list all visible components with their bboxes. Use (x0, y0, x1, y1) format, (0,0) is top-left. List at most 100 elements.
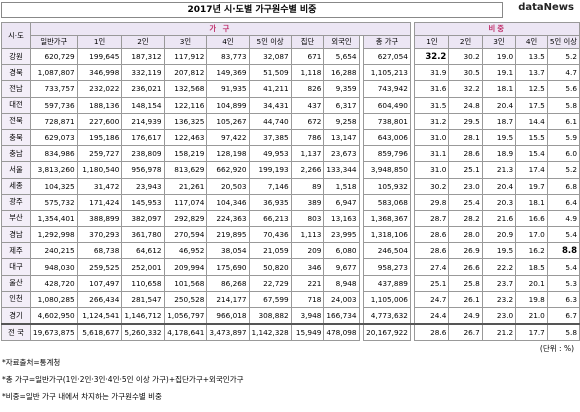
value-cell: 25.8 (448, 274, 483, 292)
value-cell: 20.4 (481, 96, 517, 114)
value-cell: 21,059 (248, 242, 292, 260)
value-cell: 23,995 (323, 226, 360, 244)
value-cell: 17.4 (515, 161, 548, 179)
value-cell: 149,369 (206, 64, 250, 82)
value-cell: 2,266 (290, 161, 325, 179)
region-cell: 경기 (1, 307, 31, 325)
value-cell: 3,473,897 (206, 323, 250, 342)
value-cell: 786 (290, 128, 325, 147)
value-cell: 122,116 (163, 96, 208, 114)
value-cell: 604,490 (363, 96, 411, 114)
value-cell: 166,734 (323, 307, 360, 325)
region-cell: 서울 (1, 161, 31, 179)
value-cell: 281,547 (121, 290, 165, 309)
value-cell: 26.6 (448, 258, 483, 276)
column-header: 3인 (163, 35, 208, 49)
value-cell: 7,146 (248, 177, 292, 195)
value-cell: 9,359 (323, 80, 360, 98)
value-cell: 662,920 (206, 161, 250, 179)
value-cell: 17.7 (515, 323, 548, 342)
value-cell: 346 (290, 258, 325, 276)
column-header: 집단 (290, 35, 325, 49)
value-cell: 44,740 (248, 112, 292, 130)
value-cell: 38,054 (206, 242, 250, 260)
row: 경남 1,292,998 370,293 361,780 270,594 219,895 7… (1, 226, 580, 244)
value-cell: 4,178,641 (163, 323, 208, 342)
region-cell: 전남 (1, 80, 31, 98)
value-cell: 224,363 (206, 209, 250, 228)
value-cell: 270,594 (163, 226, 208, 244)
value-cell: 4,602,950 (29, 307, 78, 325)
value-cell: 195,186 (76, 128, 123, 147)
region-cell: 제주 (1, 242, 31, 260)
value-cell: 19.7 (515, 177, 548, 195)
value-cell: 966,018 (206, 307, 250, 325)
value-cell: 20.3 (481, 193, 517, 211)
value-cell: 20,167,922 (363, 323, 411, 342)
value-cell: 175,690 (206, 258, 250, 276)
value-cell: 17.5 (515, 96, 548, 114)
value-cell: 21.3 (481, 161, 517, 179)
value-cell: 219,895 (206, 226, 250, 244)
note: *자료출처=통계청 (2, 358, 61, 367)
value-cell: 214,939 (121, 112, 165, 130)
column-header: 외국인 (323, 35, 360, 49)
column-header: 총 가구 (363, 35, 411, 49)
value-cell: 25.1 (414, 274, 450, 292)
value-cell: 18.7 (481, 112, 517, 130)
group-header: 가 구 (29, 22, 411, 36)
group-header: 비중 (414, 22, 580, 36)
value-cell: 728,871 (29, 112, 78, 130)
value-cell: 23.0 (448, 177, 483, 195)
value-cell: 5.4 (546, 258, 580, 276)
value-cell: 958,273 (363, 258, 411, 276)
value-cell: 31.0 (414, 161, 450, 179)
value-cell: 232,022 (76, 80, 123, 98)
column-header: 5인 이상 (546, 35, 580, 49)
value-cell: 15,949 (290, 323, 325, 342)
value-cell: 478,098 (323, 323, 360, 342)
value-cell: 105,932 (363, 177, 411, 195)
column-header: 일반가구 (29, 35, 78, 49)
row: 대전 597,736 188,136 148,154 122,116 104,899 34,… (1, 96, 580, 114)
value-cell: 18.9 (481, 145, 517, 163)
value-cell: 30.2 (448, 47, 483, 66)
value-cell: 34,431 (248, 96, 292, 114)
value-cell: 1,368,367 (363, 209, 411, 228)
value-cell: 66,213 (248, 209, 292, 228)
region-cell: 울산 (1, 274, 31, 292)
logo: dataNews (518, 2, 574, 13)
value-cell: 24.9 (448, 307, 483, 325)
value-cell: 133,344 (323, 161, 360, 179)
value-cell: 49,953 (248, 145, 292, 163)
value-cell: 1,105,006 (363, 290, 411, 309)
value-cell: 187,312 (121, 47, 165, 66)
value-cell: 5.3 (546, 274, 580, 292)
value-cell: 107,497 (76, 274, 123, 292)
value-cell: 6.7 (546, 307, 580, 325)
value-cell: 803 (290, 209, 325, 228)
value-cell: 620,729 (29, 47, 78, 66)
value-cell: 5,260,332 (121, 323, 165, 342)
value-cell: 101,568 (163, 274, 208, 292)
value-cell: 5.6 (546, 80, 580, 98)
value-cell: 21.0 (515, 307, 548, 325)
value-cell: 5,618,677 (76, 323, 123, 342)
value-cell: 19.8 (515, 290, 548, 309)
unit: (단위 : %) (539, 344, 574, 353)
value-cell: 50,820 (248, 258, 292, 276)
value-cell: 128,198 (206, 145, 250, 163)
region-cell: 경북 (1, 64, 31, 82)
value-cell: 23,673 (323, 145, 360, 163)
title: 2017년 시·도별 가구원수별 비중 (1, 2, 503, 18)
value-cell: 259,727 (76, 145, 123, 163)
row: 강원 620,729 199,645 187,312 117,912 83,773 32,0… (1, 47, 580, 66)
value-cell: 70,436 (248, 226, 292, 244)
row: 전 국 19,673,875 5,618,677 5,260,332 4,178,641… (1, 323, 580, 342)
value-cell: 117,074 (163, 193, 208, 211)
value-cell: 4.7 (546, 64, 580, 82)
value-cell: 20.1 (515, 274, 548, 292)
row: 전남 733,757 232,022 236,021 132,568 91,935 41,2… (1, 80, 580, 98)
value-cell: 110,658 (121, 274, 165, 292)
